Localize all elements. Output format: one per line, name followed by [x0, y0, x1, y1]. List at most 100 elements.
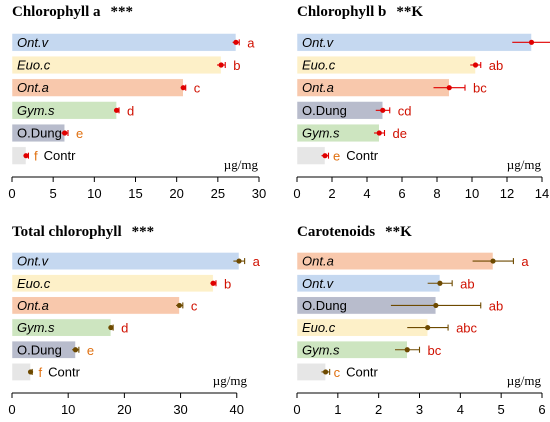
category-label: Ont.a — [302, 254, 334, 269]
category-label: Ont.a — [17, 298, 49, 313]
mean-point — [176, 302, 183, 309]
significance-letter: d — [127, 103, 134, 118]
x-tick-label: 1 — [334, 402, 341, 417]
category-label: O.Dung — [17, 342, 62, 357]
mean-point — [404, 347, 410, 353]
mean-point — [380, 107, 386, 113]
mean-point — [446, 85, 452, 91]
unit-label: µg/mg — [507, 157, 542, 172]
mean-point — [472, 62, 479, 68]
x-tick-label: 25 — [211, 186, 225, 201]
panel-title: Chlorophyll a — [12, 4, 101, 20]
x-tick-label: 10 — [465, 186, 479, 201]
x-tick-label: 40 — [230, 402, 244, 417]
mean-point — [425, 324, 431, 331]
mean-point — [72, 347, 79, 353]
significance-letter: c — [334, 365, 341, 380]
category-label: O.Dung — [302, 298, 347, 313]
category-label: Contr — [346, 148, 378, 163]
x-tick-label: 3 — [416, 402, 423, 417]
panel-title: Total chlorophyll — [12, 224, 122, 240]
x-tick-label: 5 — [498, 402, 505, 417]
category-label: O.Dung — [17, 126, 62, 141]
significance-letter: ab — [489, 298, 503, 313]
significance-letter: bc — [428, 343, 442, 358]
x-tick-label: 30 — [173, 402, 187, 417]
panel-title-significance: **K — [385, 224, 412, 240]
significance-letter: ab — [489, 58, 503, 73]
category-label: Euo.c — [302, 58, 336, 73]
bar-contr — [296, 146, 326, 165]
mean-point — [236, 258, 242, 264]
mean-point — [322, 369, 329, 375]
significance-letter: e — [333, 149, 340, 164]
x-tick-label: 0 — [8, 402, 15, 417]
x-tick-label: 4 — [457, 402, 464, 417]
x-tick-label: 30 — [252, 186, 266, 201]
significance-letter: c — [194, 81, 201, 96]
bar-contr — [296, 363, 326, 381]
x-tick-label: 6 — [538, 402, 545, 417]
x-tick-label: 0 — [8, 186, 15, 201]
bar-contr — [11, 363, 31, 381]
category-label: O.Dung — [302, 103, 347, 118]
category-label: Ont.v — [17, 254, 50, 269]
mean-point — [180, 85, 186, 91]
significance-letter: de — [393, 126, 407, 141]
panel-title: Chlorophyll b — [297, 4, 386, 20]
x-tick-label: 0 — [293, 402, 300, 417]
category-label: Euo.c — [302, 320, 336, 335]
category-label: Contr — [48, 364, 80, 379]
x-tick-label: 2 — [375, 402, 382, 417]
x-tick-label: 15 — [128, 186, 142, 201]
category-label: Euo.c — [17, 276, 51, 291]
significance-letter: b — [224, 276, 231, 291]
unit-label: µg/mg — [213, 373, 248, 388]
mean-point — [27, 369, 34, 375]
significance-letter: a — [253, 254, 261, 269]
category-label: Euo.c — [17, 58, 51, 73]
chart-panel-1: Chlorophyll a *** Ont.v a Euo.c b Ont.a c Gym.s d… — [8, 4, 266, 201]
mean-point — [437, 280, 443, 286]
mean-point — [62, 130, 68, 136]
panel-title: Carotenoids — [297, 224, 375, 240]
significance-letter: abc — [456, 321, 477, 336]
unit-label: µg/mg — [507, 373, 542, 388]
mean-point — [23, 153, 29, 159]
x-tick-label: 5 — [50, 186, 57, 201]
significance-letter: cd — [398, 103, 412, 118]
category-label: Ont.v — [17, 35, 50, 50]
mean-point — [233, 39, 239, 45]
significance-letter: f — [39, 365, 43, 380]
mean-point — [322, 153, 328, 159]
significance-letter: f — [34, 149, 38, 164]
mean-point — [433, 302, 439, 309]
significance-letter: ab — [460, 276, 474, 291]
category-label: Gym.s — [302, 342, 340, 357]
x-tick-label: 10 — [61, 402, 75, 417]
x-tick-label: 4 — [363, 186, 370, 201]
x-tick-label: 0 — [293, 186, 300, 201]
mean-point — [210, 280, 216, 286]
category-label: Contr — [346, 364, 378, 379]
x-tick-label: 2 — [328, 186, 335, 201]
mean-point — [376, 130, 382, 136]
chart-panel-2: Chlorophyll b**KOnt.vaEuo.cabOnt.abcO.Du… — [293, 4, 550, 201]
panel-title-significance: **K — [396, 4, 423, 20]
x-tick-label: 8 — [433, 186, 440, 201]
mean-point — [113, 107, 120, 113]
x-tick-label: 20 — [169, 186, 183, 201]
category-label: Gym.s — [17, 103, 55, 118]
significance-letter: c — [191, 298, 198, 313]
mean-point — [218, 62, 224, 68]
significance-letter: bc — [473, 81, 487, 96]
category-label: Ont.v — [302, 276, 335, 291]
mean-point — [528, 39, 535, 45]
category-label: Gym.s — [302, 126, 340, 141]
panel-title-significance: *** — [132, 224, 155, 240]
chart-panel-3: Total chlorophyll *** Ont.v a Euo.c b Ont.a c Gy… — [8, 224, 260, 417]
significance-letter: a — [521, 254, 529, 269]
significance-letter: e — [87, 343, 94, 358]
x-tick-label: 14 — [535, 186, 549, 201]
